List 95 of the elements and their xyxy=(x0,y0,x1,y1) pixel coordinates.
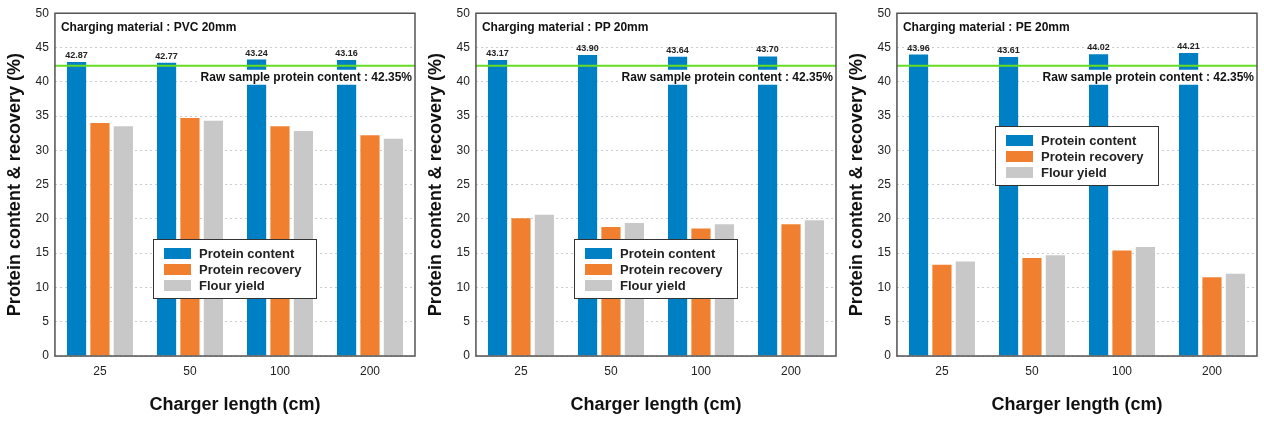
data-label: 43.16 xyxy=(335,48,358,59)
x-tick-label: 200 xyxy=(359,363,381,378)
bar xyxy=(487,60,508,356)
y-tick-label: 15 xyxy=(456,245,471,260)
y-tick-label: 15 xyxy=(877,245,892,260)
y-tick-label: 20 xyxy=(35,211,50,226)
y-tick-label: 30 xyxy=(456,142,471,157)
data-label: 43.64 xyxy=(666,44,689,55)
legend-label: Protein recovery xyxy=(198,261,302,277)
y-tick-label: 5 xyxy=(884,314,892,329)
y-tick-label: 30 xyxy=(877,142,892,157)
y-tick-label: 0 xyxy=(463,348,471,363)
bar xyxy=(113,126,133,356)
x-tick-label: 100 xyxy=(269,363,291,378)
bar xyxy=(1135,246,1155,356)
bar xyxy=(383,138,403,356)
ref-line-label: Raw sample protein content : 42.35% xyxy=(200,69,413,84)
bar xyxy=(1112,250,1132,356)
x-axis-title: Charger length (cm) xyxy=(149,394,321,415)
y-tick-label: 25 xyxy=(456,176,471,191)
legend-label: Flour yield xyxy=(1040,164,1107,180)
y-tick-label: 5 xyxy=(42,314,50,329)
y-tick-label: 15 xyxy=(35,245,50,260)
data-label: 44.02 xyxy=(1087,42,1110,53)
y-axis-title: Protein content & recovery (%) xyxy=(3,53,24,317)
bar xyxy=(360,135,380,356)
y-tick-label: 45 xyxy=(35,39,50,54)
y-tick-label: 35 xyxy=(456,108,471,123)
legend-label: Protein content xyxy=(619,245,716,261)
y-tick-label: 10 xyxy=(456,279,471,294)
y-tick-label: 35 xyxy=(35,108,50,123)
bar xyxy=(932,264,952,356)
legend-label: Protein recovery xyxy=(619,261,723,277)
y-tick-label: 35 xyxy=(877,108,892,123)
y-tick-label: 50 xyxy=(35,5,50,20)
data-label: 43.61 xyxy=(997,44,1020,55)
x-tick-label: 25 xyxy=(935,363,949,378)
y-tick-label: 45 xyxy=(456,39,471,54)
text: Charging material : PE 20mm xyxy=(902,19,1070,34)
x-tick-label: 100 xyxy=(1111,363,1133,378)
ref-line-label: Raw sample protein content : 42.35% xyxy=(621,69,834,84)
bar xyxy=(90,122,110,356)
x-tick-label: 25 xyxy=(514,363,528,378)
legend-label: Protein content xyxy=(1040,132,1137,148)
ref-line-label: Raw sample protein content : 42.35% xyxy=(1042,69,1255,84)
y-tick-label: 5 xyxy=(463,314,471,329)
x-tick-label: 50 xyxy=(1025,363,1039,378)
bar xyxy=(511,218,531,356)
bar xyxy=(66,62,87,356)
legend-label: Protein recovery xyxy=(1040,148,1144,164)
data-label: 44.21 xyxy=(1177,40,1200,51)
data-label: 43.70 xyxy=(756,44,779,55)
data-label: 42.77 xyxy=(155,50,178,61)
y-tick-label: 25 xyxy=(35,176,50,191)
data-label: 43.17 xyxy=(486,48,509,59)
x-tick-label: 50 xyxy=(604,363,618,378)
y-tick-label: 40 xyxy=(877,74,892,89)
y-tick-label: 40 xyxy=(35,74,50,89)
legend-label: Protein content xyxy=(198,245,295,261)
y-tick-label: 45 xyxy=(877,39,892,54)
y-axis-title: Protein content & recovery (%) xyxy=(424,53,445,317)
y-tick-label: 40 xyxy=(456,74,471,89)
text: Charging material : PVC 20mm xyxy=(60,19,237,34)
y-tick-label: 0 xyxy=(884,348,892,363)
y-tick-label: 10 xyxy=(877,279,892,294)
y-tick-label: 50 xyxy=(877,5,892,20)
x-axis-title: Charger length (cm) xyxy=(570,394,742,415)
x-tick-label: 200 xyxy=(1201,363,1223,378)
bar xyxy=(1225,273,1245,356)
y-tick-label: 25 xyxy=(877,176,892,191)
x-tick-label: 25 xyxy=(93,363,107,378)
data-label: 43.96 xyxy=(907,42,930,53)
bar xyxy=(1022,257,1042,356)
bar xyxy=(534,214,554,356)
bar xyxy=(781,224,801,356)
data-label: 42.87 xyxy=(65,50,88,61)
x-tick-label: 50 xyxy=(183,363,197,378)
x-tick-label: 200 xyxy=(780,363,802,378)
legend-label: Flour yield xyxy=(619,277,686,293)
y-tick-label: 30 xyxy=(35,142,50,157)
y-tick-label: 10 xyxy=(35,279,50,294)
bar xyxy=(1202,277,1222,356)
y-tick-label: 50 xyxy=(456,5,471,20)
y-tick-label: 0 xyxy=(42,348,50,363)
bar xyxy=(908,54,929,356)
y-tick-label: 20 xyxy=(877,211,892,226)
text: Charging material : PP 20mm xyxy=(481,19,649,34)
data-label: 43.24 xyxy=(245,47,268,58)
legend-label: Flour yield xyxy=(198,277,265,293)
data-label: 43.90 xyxy=(576,43,599,54)
y-tick-label: 20 xyxy=(456,211,471,226)
y-axis-title: Protein content & recovery (%) xyxy=(845,53,866,317)
x-axis-title: Charger length (cm) xyxy=(991,394,1163,415)
x-tick-label: 100 xyxy=(690,363,712,378)
bar xyxy=(955,261,975,356)
